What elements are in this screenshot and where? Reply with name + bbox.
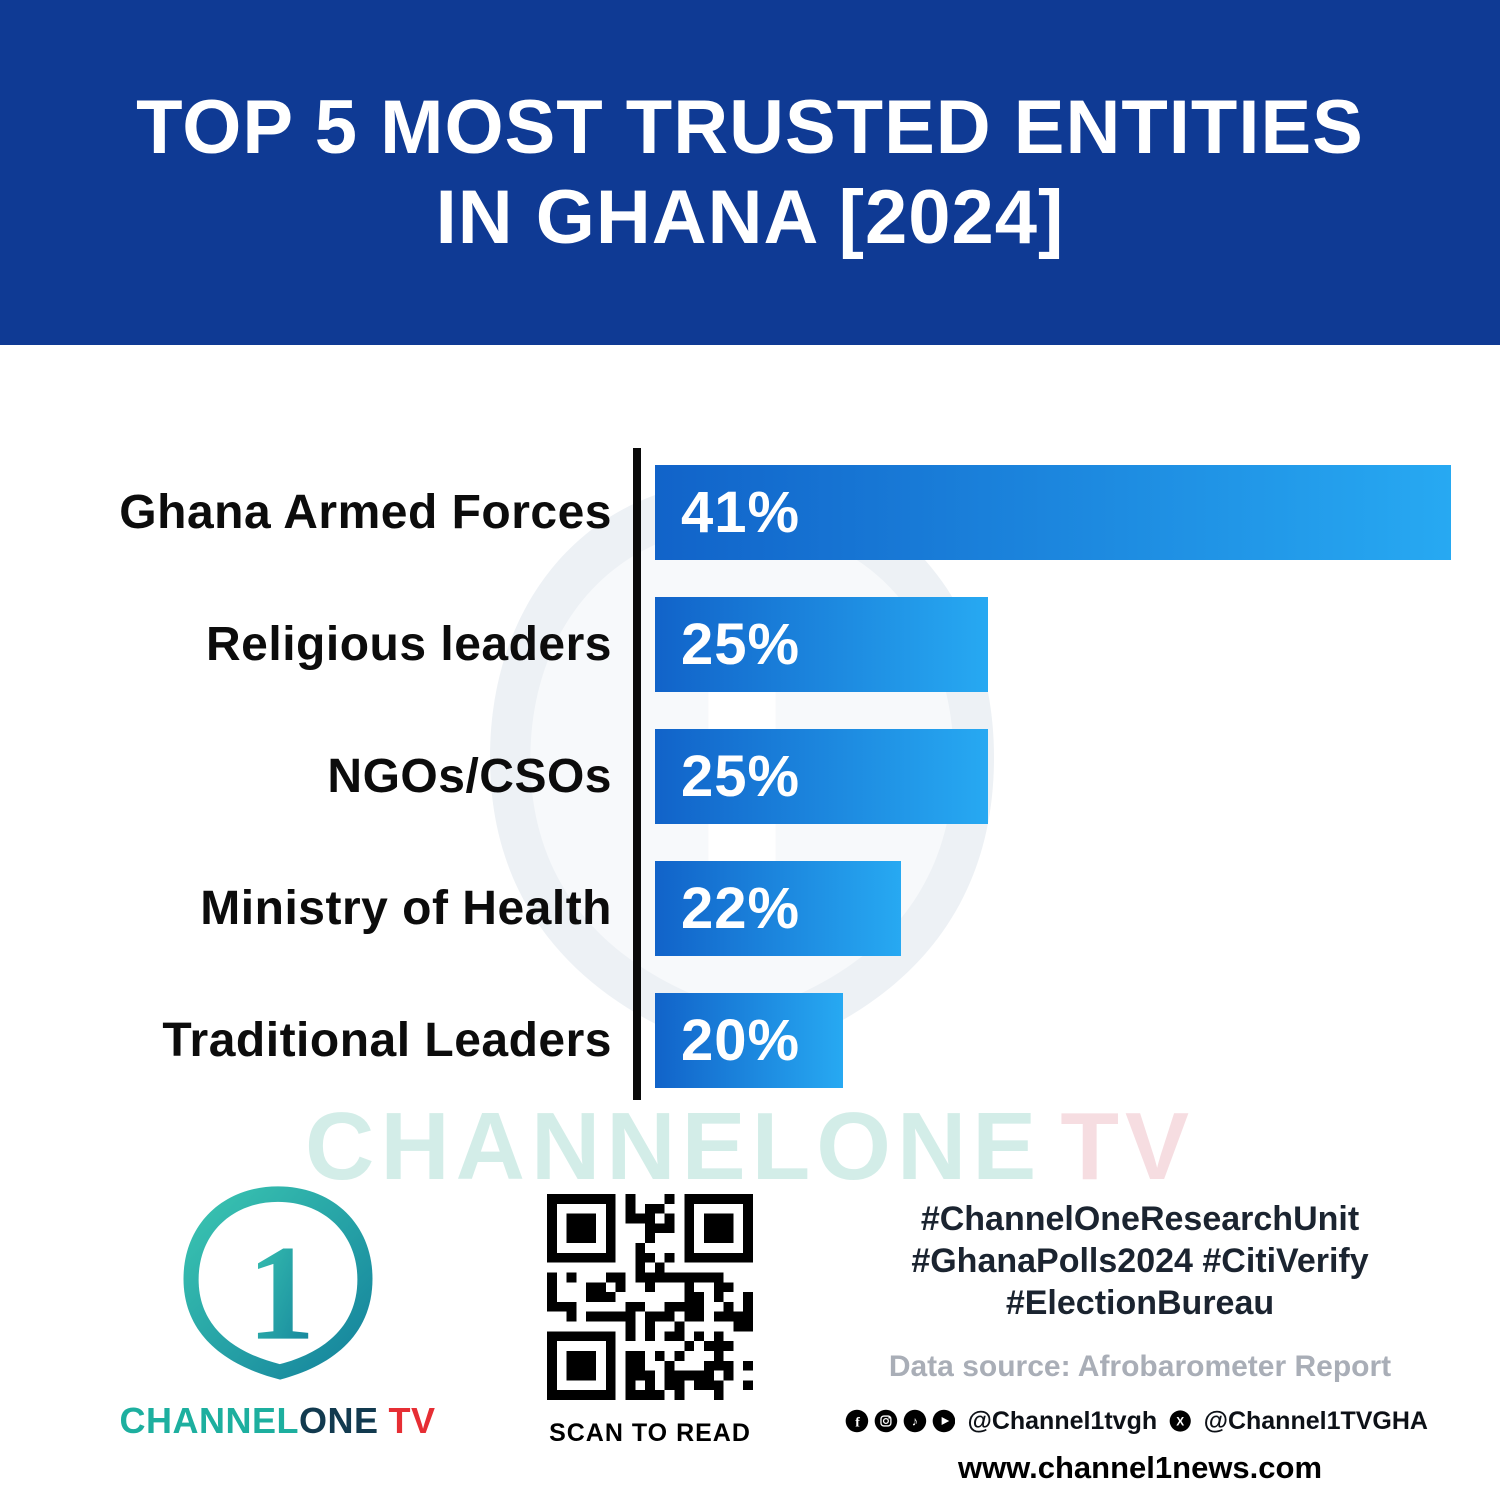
chart-row: NGOs/CSOs 25% [0,729,1500,824]
watermark-text-1: CHANNELONE [304,1093,1043,1200]
bar-track: 25% [655,729,1451,824]
x-icon: X [1169,1410,1191,1432]
brand-wordmark: CHANNELONE TV [95,1400,460,1442]
chart-axis [633,448,641,1100]
tiktok-icon: ♪ [903,1409,926,1433]
bar-value-label: 25% [681,612,801,677]
channel-one-logo: 1 [165,1178,390,1393]
qr-block: SCAN TO READ [547,1194,753,1448]
bar: 41% [655,465,1451,560]
watermark-text-2: TV [1060,1093,1195,1200]
chart-row: Religious leaders 25% [0,597,1500,692]
category-label: Ghana Armed Forces [119,486,612,539]
bar-value-label: 20% [681,1008,801,1073]
qr-code [547,1194,753,1400]
bar-track: 20% [655,993,1451,1088]
category-label: Religious leaders [206,618,612,671]
channel-watermark: CHANNELONE TV [0,1092,1500,1202]
bar: 20% [655,993,844,1088]
category-label: Ministry of Health [200,882,612,935]
bar-track: 22% [655,861,1451,956]
hashtag-line: #ElectionBureau [1005,1284,1275,1322]
chart-row: Ministry of Health 22% [0,861,1500,956]
data-source: Data source: Afrobarometer Report [888,1350,1392,1383]
hashtag-line: #ChannelOneResearchUnit [920,1200,1360,1238]
bar-value-label: 22% [681,876,801,941]
chart-row: Ghana Armed Forces 41% [0,465,1500,560]
bar-value-label: 25% [681,744,801,809]
website-url: www.channel1news.com [957,1450,1323,1485]
svg-text:♪: ♪ [912,1415,918,1429]
social-row: f ♪ @Channel1tvgh X @Channel1TVGHA [845,1404,1435,1438]
bar: 25% [655,597,988,692]
svg-text:f: f [855,1415,860,1430]
brand-channel-text: CHANNEL [119,1400,299,1441]
svg-text:X: X [1176,1414,1184,1428]
category-label: Traditional Leaders [162,1014,612,1067]
brand-one-text: ONE [298,1400,379,1441]
bar-track: 25% [655,597,1451,692]
chart-rows: Ghana Armed Forces 41% Religious leaders 25… [0,465,1500,1125]
handle-main: @Channel1tvgh [967,1406,1158,1435]
chart-row: Traditional Leaders 20% [0,993,1500,1088]
bar: 25% [655,729,988,824]
footer-info: #ChannelOneResearchUnit #GhanaPolls2024 … [845,1198,1435,1486]
header-banner: TOP 5 MOST TRUSTED ENTITIES IN GHANA [20… [0,0,1500,345]
brand-tv-text: TV [388,1400,436,1441]
channel-one-logo-icon: 1 [183,1186,372,1380]
qr-caption: SCAN TO READ [549,1419,751,1447]
bar: 22% [655,861,902,956]
bar-track: 41% [655,465,1451,560]
youtube-icon [932,1409,955,1433]
facebook-icon: f [845,1409,869,1433]
hashtag-line: #GhanaPolls2024 #CitiVerify [911,1242,1369,1280]
page-title-line-1: TOP 5 MOST TRUSTED ENTITIES [136,85,1364,171]
handle-x: @Channel1TVGHA [1203,1406,1428,1435]
logo-digit: 1 [247,1217,315,1369]
category-label: NGOs/CSOs [327,750,612,803]
bar-value-label: 41% [681,480,801,545]
instagram-icon [874,1409,898,1433]
page-title-line-2: IN GHANA [2024] [435,174,1065,260]
